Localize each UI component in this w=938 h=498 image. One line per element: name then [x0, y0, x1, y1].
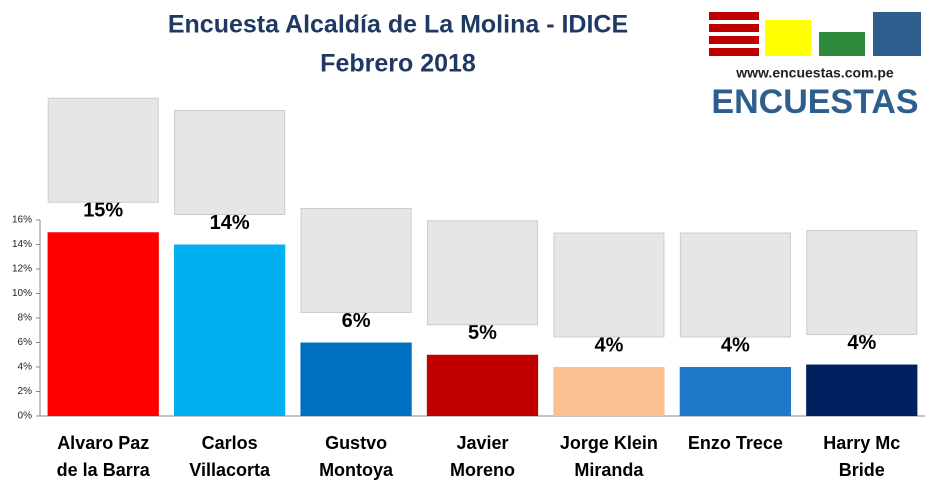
y-tick-label: 10%	[12, 288, 32, 299]
logo-block	[819, 32, 865, 56]
bar	[47, 232, 159, 416]
bar	[174, 244, 286, 416]
y-tick-label: 12%	[12, 264, 32, 275]
logo-block	[709, 24, 759, 32]
logo-block	[765, 20, 811, 56]
candidate-photo	[806, 230, 918, 336]
x-tick-label: Alvaro Paz	[57, 433, 149, 453]
x-tick-label: Villacorta	[189, 460, 271, 480]
y-tick-label: 6%	[18, 337, 33, 348]
bar	[806, 364, 918, 416]
candidate-photo	[174, 110, 286, 215]
candidate-photo	[427, 220, 538, 326]
value-label: 15%	[83, 200, 123, 222]
logo-name: ENCUESTAS	[711, 83, 918, 121]
x-tick-label: Gustvo	[325, 433, 387, 453]
x-tick-label: Moreno	[450, 460, 515, 480]
y-tick-label: 8%	[18, 313, 33, 324]
logo-url: www.encuestas.com.pe	[735, 65, 894, 81]
candidate-photo	[47, 97, 159, 203]
bar	[553, 367, 665, 416]
x-tick-label: Bride	[839, 460, 885, 480]
candidate-photo	[679, 232, 791, 338]
value-label: 4%	[594, 334, 623, 356]
value-label: 4%	[847, 332, 876, 354]
logo-block	[873, 12, 921, 56]
y-tick-label: 4%	[18, 362, 33, 373]
value-label: 14%	[210, 212, 250, 234]
y-tick-label: 0%	[18, 411, 33, 422]
y-tick-label: 14%	[12, 239, 32, 250]
bar	[426, 354, 539, 416]
logo-block	[709, 12, 759, 20]
logo: www.encuestas.com.pe ENCUESTAS	[709, 12, 921, 121]
chart-subtitle: Febrero 2018	[320, 50, 476, 78]
x-tick-label: Javier	[456, 433, 508, 453]
x-tick-label: Carlos	[202, 433, 258, 453]
x-tick-label: Harry Mc	[823, 433, 900, 453]
value-label: 6%	[342, 310, 371, 332]
value-label: 5%	[468, 322, 497, 344]
x-tick-label: Montoya	[319, 460, 394, 480]
value-label: 4%	[721, 334, 750, 356]
logo-block	[709, 48, 759, 56]
chart-title: Encuesta Alcaldía de La Molina - IDICE	[168, 11, 628, 39]
y-tick-label: 16%	[12, 215, 32, 226]
y-tick-label: 2%	[18, 386, 33, 397]
x-tick-label: Jorge Klein	[560, 433, 658, 453]
x-tick-label: Miranda	[574, 460, 644, 480]
x-tick-label: Enzo Trece	[688, 433, 783, 453]
bar	[679, 367, 791, 416]
candidate-photo	[300, 208, 412, 313]
x-tick-label: de la Barra	[57, 460, 151, 480]
logo-block	[709, 36, 759, 44]
candidate-photo	[553, 232, 665, 338]
bar	[300, 342, 412, 416]
